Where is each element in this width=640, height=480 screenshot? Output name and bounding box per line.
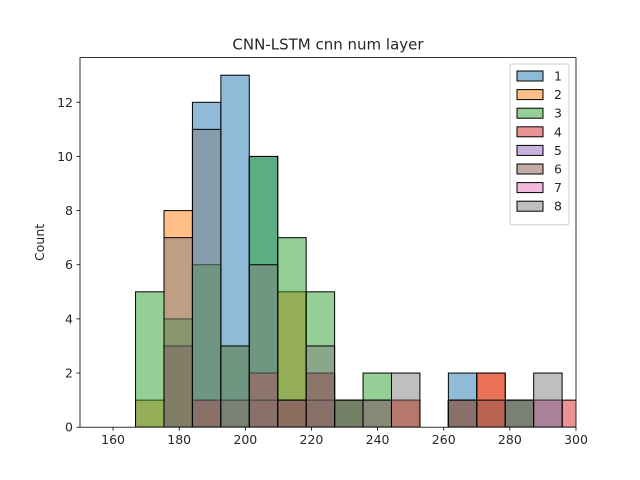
bar-series-8-bin-2 — [191, 128, 222, 428]
legend-label-4: 4 — [554, 124, 562, 139]
bar-series-8-bin-11 — [447, 399, 478, 428]
bars-group — [135, 74, 576, 428]
bar-series-8-bin-4 — [248, 264, 279, 428]
legend-label-3: 3 — [554, 106, 562, 121]
x-tick-label: 260 — [432, 432, 456, 447]
y-tick-label: 6 — [65, 257, 73, 272]
y-tick-label: 8 — [65, 203, 73, 218]
legend-swatch-3 — [516, 107, 544, 119]
y-tick-label: 0 — [65, 420, 73, 435]
y-tick-label: 4 — [65, 311, 73, 326]
bar-series-8-bin-8 — [362, 399, 392, 428]
bar-series-3-bin-0 — [135, 291, 165, 428]
legend: 1 2 3 4 5 6 7 8 — [509, 63, 570, 226]
x-axis: 160 180 200 220 240 260 280 300 — [101, 427, 588, 447]
x-tick-label: 300 — [564, 432, 588, 447]
bar-series-6-bin-7 — [334, 399, 364, 428]
legend-swatch-8 — [516, 200, 544, 212]
bar-series-8-bin-3 — [220, 345, 250, 428]
legend-swatch-4 — [516, 126, 544, 138]
bar-series-8-bin-6 — [305, 345, 336, 428]
legend-label-1: 1 — [554, 69, 562, 84]
legend-swatch-7 — [516, 182, 544, 194]
bar-series-6-bin-12 — [476, 399, 506, 428]
bar-series-8-bin-5 — [277, 399, 307, 428]
x-tick-label: 200 — [233, 432, 257, 447]
bar-series-8-bin-14 — [533, 372, 563, 428]
y-axis-label: Count — [32, 224, 47, 261]
y-axis: 0 2 4 6 8 10 12 — [57, 95, 80, 435]
x-tick-label: 160 — [101, 432, 125, 447]
bar-series-8-bin-1 — [163, 237, 193, 428]
legend-swatch-6 — [516, 163, 544, 175]
bar-series-8-bin-9 — [390, 372, 421, 428]
y-tick-label: 12 — [57, 95, 73, 110]
legend-label-2: 2 — [554, 87, 562, 102]
legend-swatch-5 — [516, 144, 544, 156]
x-tick-label: 220 — [300, 432, 324, 447]
chart-title: CNN-LSTM cnn num layer — [232, 36, 424, 54]
x-tick-label: 280 — [498, 432, 522, 447]
x-tick-label: 240 — [366, 432, 390, 447]
plot-frame — [79, 57, 577, 428]
bar-series-3-bin-5 — [277, 237, 307, 428]
legend-label-7: 7 — [554, 180, 562, 195]
legend-label-8: 8 — [554, 199, 562, 214]
legend-label-6: 6 — [554, 162, 562, 177]
legend-label-5: 5 — [554, 143, 562, 158]
bar-series-8-bin-13 — [504, 399, 535, 428]
legend-swatch-1 — [516, 70, 544, 82]
legend-swatch-2 — [516, 89, 544, 101]
y-tick-label: 2 — [65, 366, 73, 381]
x-tick-label: 180 — [167, 432, 191, 447]
y-tick-label: 10 — [57, 149, 73, 164]
